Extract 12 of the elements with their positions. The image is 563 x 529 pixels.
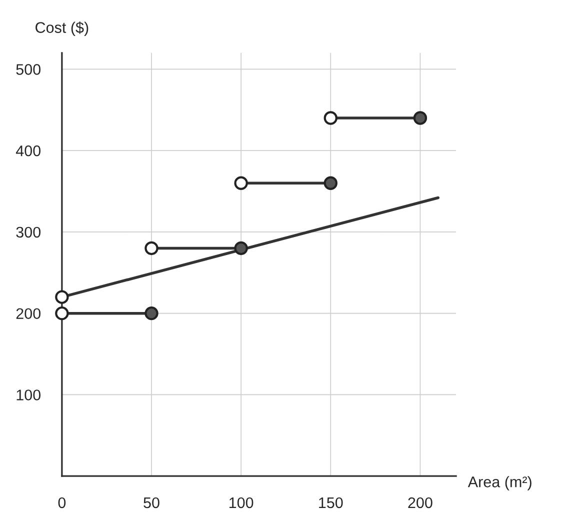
y-axis-title: Cost ($) [36, 21, 88, 36]
x-tick-label: 50 [144, 497, 160, 508]
x-axis-title: Area (m²) [468, 476, 532, 490]
x-tick-label: 0 [58, 497, 66, 508]
x-tick-label: 150 [319, 497, 343, 508]
y-tick-label: 100 [16, 390, 40, 400]
y-tick-label: 500 [16, 64, 40, 75]
y-tick-label: 200 [16, 308, 40, 320]
y-tick-label: 300 [16, 226, 40, 238]
x-tick-label: 200 [408, 497, 432, 508]
x-tick-label: 100 [229, 497, 254, 508]
y-tick-label: 400 [16, 145, 40, 156]
